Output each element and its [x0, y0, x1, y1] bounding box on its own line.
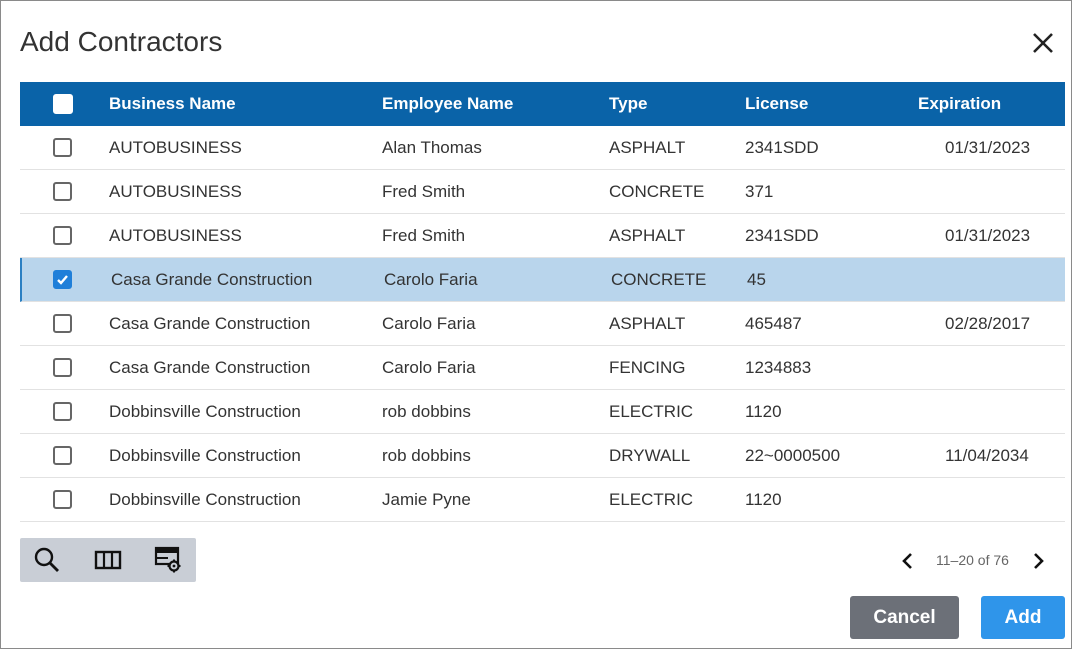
row-checkbox[interactable]: [53, 314, 72, 333]
pagination: 11–20 of 76: [898, 548, 1048, 574]
column-header-employee-name[interactable]: Employee Name: [382, 94, 514, 113]
cell-business-name: Dobbinsville Construction: [109, 445, 301, 465]
table-body: AUTOBUSINESS Alan Thomas ASPHALT 2341SDD 01/…: [20, 126, 1065, 522]
cell-business-name: AUTOBUSINESS: [109, 137, 242, 157]
cell-license: 1120: [745, 489, 782, 509]
table-row[interactable]: Dobbinsville Construction rob dobbins ELEC…: [20, 390, 1065, 434]
cell-expiration: 02/28/2017: [945, 313, 1031, 333]
cell-business-name: AUTOBUSINESS: [109, 225, 242, 245]
select-all-checkbox[interactable]: [53, 94, 73, 114]
row-checkbox[interactable]: [53, 270, 72, 289]
column-header-type[interactable]: Type: [609, 94, 648, 113]
cell-license: 22~0000500: [745, 445, 841, 465]
cell-license: 2341SDD: [745, 225, 819, 245]
cell-type: ELECTRIC: [609, 489, 694, 509]
row-checkbox[interactable]: [53, 402, 72, 421]
cell-license: 465487: [745, 313, 802, 333]
cell-business-name: Dobbinsville Construction: [109, 401, 301, 421]
cell-employee-name: Carolo Faria: [384, 269, 478, 289]
column-header-business-name[interactable]: Business Name: [109, 94, 236, 113]
columns-icon[interactable]: [94, 546, 122, 574]
table-row[interactable]: Dobbinsville Construction Jamie Pyne ELECT…: [20, 478, 1065, 522]
table-row[interactable]: Casa Grande Construction Carolo Faria ASPH…: [20, 302, 1065, 346]
cell-employee-name: Jamie Pyne: [382, 489, 471, 509]
row-checkbox[interactable]: [53, 138, 72, 157]
cell-expiration: 11/04/2034: [945, 445, 1029, 465]
cell-employee-name: Carolo Faria: [382, 357, 476, 377]
table-row[interactable]: Casa Grande Construction Carolo Faria CONC…: [20, 258, 1065, 302]
row-checkbox[interactable]: [53, 226, 72, 245]
cell-employee-name: Alan Thomas: [382, 137, 482, 157]
contractors-table: Business Name Employee Name Type License…: [20, 82, 1065, 522]
cell-type: ASPHALT: [609, 137, 686, 157]
table-row[interactable]: Casa Grande Construction Carolo Faria FENC…: [20, 346, 1065, 390]
cell-license: 371: [745, 181, 774, 201]
cell-type: CONCRETE: [609, 181, 705, 201]
cell-license: 2341SDD: [745, 137, 819, 157]
row-checkbox[interactable]: [53, 490, 72, 509]
cell-license: 45: [747, 269, 766, 289]
table-row[interactable]: Dobbinsville Construction rob dobbins DRYW…: [20, 434, 1065, 478]
cancel-button[interactable]: Cancel: [850, 596, 959, 639]
cell-business-name: Casa Grande Construction: [111, 269, 313, 289]
dialog-title: Add Contractors: [20, 26, 223, 57]
cell-employee-name: Fred Smith: [382, 225, 466, 245]
grid-toolbar: [20, 538, 196, 582]
cell-employee-name: Carolo Faria: [382, 313, 476, 333]
cell-expiration: 01/31/2023: [945, 225, 1031, 245]
table-row[interactable]: AUTOBUSINESS Fred Smith CONCRETE 371: [20, 170, 1065, 214]
cell-business-name: Dobbinsville Construction: [109, 489, 301, 509]
row-checkbox[interactable]: [53, 182, 72, 201]
table-header: Business Name Employee Name Type License…: [20, 82, 1065, 126]
table-row[interactable]: AUTOBUSINESS Fred Smith ASPHALT 2341SDD 01/3…: [20, 214, 1065, 258]
page-range-label: 11–20 of 76: [936, 552, 1009, 568]
search-icon[interactable]: [33, 546, 61, 574]
cell-employee-name: rob dobbins: [382, 401, 471, 421]
cell-type: ASPHALT: [609, 225, 686, 245]
cell-license: 1234883: [745, 357, 812, 377]
cell-license: 1120: [745, 401, 782, 421]
column-header-license[interactable]: License: [745, 94, 809, 113]
cell-employee-name: rob dobbins: [382, 445, 471, 465]
cell-type: FENCING: [609, 357, 686, 377]
cell-type: DRYWALL: [609, 445, 691, 465]
add-button[interactable]: Add: [981, 596, 1065, 639]
row-checkbox[interactable]: [53, 446, 72, 465]
cell-employee-name: Fred Smith: [382, 181, 466, 201]
cell-type: ASPHALT: [609, 313, 686, 333]
cell-business-name: Casa Grande Construction: [109, 357, 311, 377]
close-icon[interactable]: [1029, 29, 1057, 57]
cell-type: ELECTRIC: [609, 401, 694, 421]
cell-business-name: Casa Grande Construction: [109, 313, 311, 333]
column-header-expiration[interactable]: Expiration: [918, 94, 1002, 113]
cell-expiration: 01/31/2023: [945, 137, 1031, 157]
row-checkbox[interactable]: [53, 358, 72, 377]
table-row[interactable]: AUTOBUSINESS Alan Thomas ASPHALT 2341SDD 01/…: [20, 126, 1065, 170]
cell-business-name: AUTOBUSINESS: [109, 181, 242, 201]
cell-type: CONCRETE: [611, 269, 707, 289]
chevron-left-icon[interactable]: [898, 551, 918, 571]
chevron-right-icon[interactable]: [1028, 551, 1048, 571]
table-settings-icon[interactable]: [154, 546, 182, 574]
